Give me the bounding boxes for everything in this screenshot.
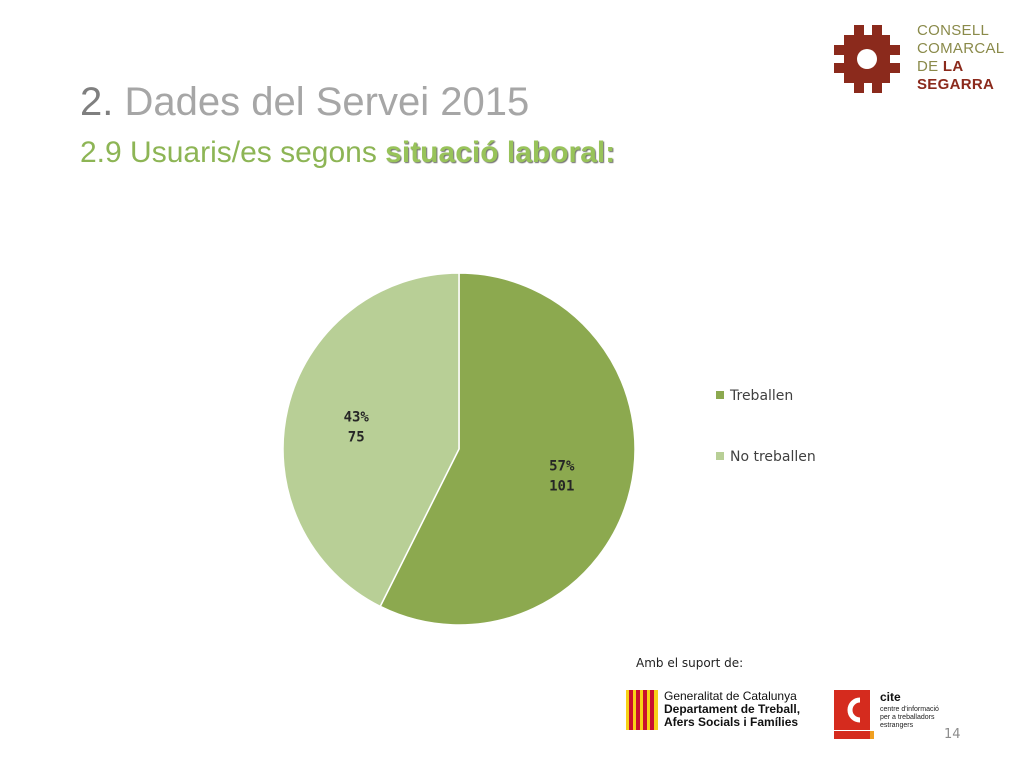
gencat-logo: Generalitat de Catalunya Departament de …: [626, 690, 816, 732]
support-label: Amb el suport de:: [636, 656, 744, 670]
gencat-text: Generalitat de Catalunya Departament de …: [664, 690, 800, 729]
cite-line3: estrangers: [880, 722, 914, 729]
slide-subtitle: 2.9 Usuaris/es segons situació laboral:: [80, 136, 615, 170]
council-logo-text: CONSELL COMARCAL DE LA SEGARRA: [917, 22, 1004, 94]
cite-logo: cite centre d'informació per a treballad…: [834, 690, 944, 742]
ccoo-logo-icon: [834, 690, 874, 739]
cite-description: centre d'informació per a treballadors e…: [880, 706, 939, 730]
council-logo-line4: SEGARRA: [917, 76, 995, 93]
cite-line2: per a treballadors: [880, 714, 935, 721]
slide-subtitle-text: 2.9 Usuaris/es segons: [80, 136, 377, 169]
senyera-icon: [626, 690, 658, 730]
slide-title-number: 2.: [80, 80, 114, 124]
pie-value-label-no-treballen: 75: [348, 430, 365, 446]
council-logo: CONSELL COMARCAL DE LA SEGARRA: [832, 20, 1004, 104]
pie-percent-label-treballen: 57%: [549, 458, 575, 474]
pie-percent-label-no-treballen: 43%: [344, 410, 370, 426]
legend-item-no-treballen: No treballen: [716, 449, 816, 465]
gencat-line2: Departament de Treball,: [664, 702, 801, 716]
gear-logo-icon: [834, 25, 900, 93]
council-logo-line3-b: LA: [942, 58, 964, 75]
legend-swatch-no-treballen: [716, 452, 724, 460]
council-logo-line3: DE LA: [917, 58, 1004, 76]
pie-slice-no-treballen: [282, 272, 460, 608]
slide-subtitle-emphasis: situació laboral:: [385, 136, 616, 169]
pie-slice-treballen: [379, 272, 636, 626]
gencat-line3: Afers Socials i Famílies: [664, 715, 799, 729]
council-logo-line1: CONSELL: [917, 22, 990, 39]
legend-label-treballen: Treballen: [730, 388, 794, 404]
page-number: 14: [944, 727, 961, 742]
gencat-line1: Generalitat de Catalunya: [664, 689, 797, 703]
pie-value-label-treballen: 101: [549, 478, 574, 494]
legend-item-treballen: Treballen: [716, 388, 793, 404]
council-logo-line3-a: DE: [917, 58, 939, 75]
slide-title-text: Dades del Servei 2015: [124, 80, 530, 124]
legend-label-no-treballen: No treballen: [730, 449, 816, 465]
cite-line1: centre d'informació: [880, 706, 939, 713]
slide-title: 2. Dades del Servei 2015: [80, 80, 529, 125]
cite-name: cite: [880, 690, 901, 704]
council-logo-line2: COMARCAL: [917, 40, 1005, 57]
legend-swatch-treballen: [716, 391, 724, 399]
